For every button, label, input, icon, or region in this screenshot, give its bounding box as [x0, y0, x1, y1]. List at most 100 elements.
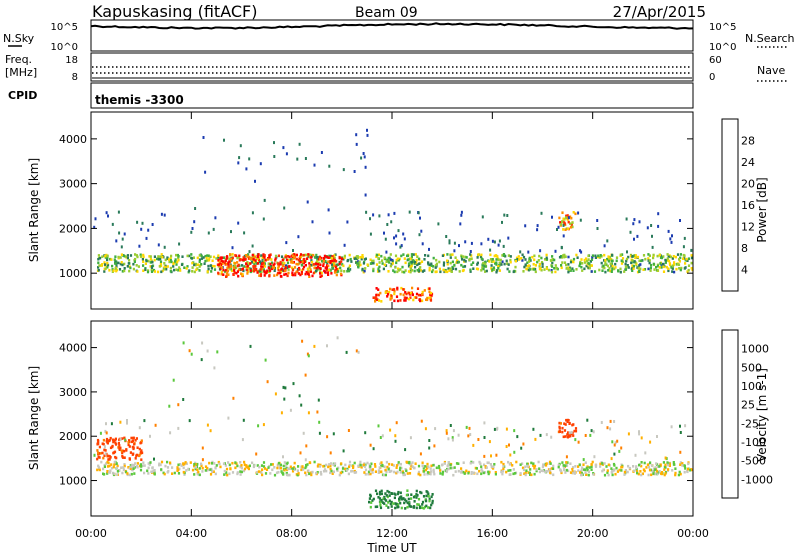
- radar-cell: [514, 259, 517, 263]
- radar-cell: [335, 267, 338, 271]
- radar-cell: [658, 266, 661, 269]
- radar-cell: [311, 220, 314, 224]
- radar-cell: [261, 473, 264, 477]
- radar-cell: [409, 505, 412, 508]
- colorbar-tick-label: 1000: [741, 343, 769, 356]
- radar-cell: [318, 255, 322, 259]
- radar-cell: [409, 291, 412, 295]
- radar-cell: [379, 501, 382, 504]
- radar-cell: [609, 262, 612, 265]
- radar-cell: [603, 473, 607, 477]
- radar-cell: [319, 257, 322, 261]
- velocity-ylabel: Slant Range [km]: [27, 366, 41, 470]
- radar-cell: [472, 461, 475, 464]
- radar-cell: [295, 270, 298, 274]
- radar-cell: [228, 463, 231, 467]
- radar-cell: [502, 467, 505, 471]
- radar-cell: [121, 451, 124, 455]
- radar-cell: [114, 437, 117, 441]
- radar-cell: [640, 259, 643, 263]
- radar-cell: [579, 262, 582, 265]
- radar-cell: [211, 469, 214, 473]
- radar-cell: [435, 258, 438, 262]
- radar-cell: [343, 270, 346, 273]
- radar-cell: [579, 249, 581, 253]
- radar-cell: [481, 470, 484, 473]
- radar-cell: [481, 215, 484, 219]
- radar-cell: [190, 257, 194, 260]
- radar-cell: [335, 273, 338, 277]
- radar-cell: [481, 265, 484, 268]
- radar-cell: [268, 254, 271, 257]
- radar-cell: [310, 471, 313, 474]
- radar-cell: [322, 465, 325, 468]
- radar-cell: [288, 473, 291, 477]
- radar-cell: [243, 231, 246, 235]
- radar-cell: [589, 433, 592, 437]
- radar-cell: [262, 461, 266, 464]
- radar-cell: [462, 255, 465, 258]
- radar-cell: [138, 447, 141, 451]
- radar-cell: [403, 299, 406, 302]
- radar-cell: [541, 262, 544, 266]
- radar-cell: [407, 497, 410, 501]
- radar-cell: [534, 437, 537, 441]
- radar-cell: [214, 472, 217, 476]
- radar-cell: [217, 460, 220, 464]
- radar-cell: [667, 468, 670, 471]
- beam-title: Beam 09: [355, 5, 418, 21]
- radar-cell: [236, 256, 239, 260]
- radar-cell: [428, 497, 431, 501]
- radar-cell: [102, 456, 105, 460]
- radar-cell: [570, 223, 573, 226]
- radar-cell: [613, 452, 616, 456]
- radar-cell: [609, 427, 612, 431]
- radar-cell: [483, 421, 486, 425]
- radar-cell: [628, 466, 631, 470]
- radar-cell: [580, 471, 583, 475]
- radar-cell: [647, 473, 650, 477]
- radar-cell: [584, 461, 587, 464]
- radar-cell: [237, 221, 240, 225]
- radar-cell: [572, 211, 575, 214]
- radar-cell: [497, 243, 500, 247]
- radar-cell: [225, 256, 228, 259]
- radar-cell: [328, 268, 331, 272]
- radar-cell: [144, 268, 147, 271]
- radar-cell: [375, 293, 378, 297]
- radar-cell: [468, 426, 471, 430]
- radar-cell: [223, 138, 225, 142]
- radar-cell: [495, 453, 498, 457]
- radar-cell: [394, 266, 397, 269]
- radar-cell: [451, 260, 454, 264]
- radar-cell: [413, 296, 416, 299]
- radar-cell: [428, 287, 431, 290]
- radar-cell: [642, 468, 645, 471]
- radar-cell: [573, 429, 576, 433]
- radar-cell: [604, 263, 607, 266]
- radar-cell: [620, 446, 623, 450]
- radar-cell: [134, 439, 137, 442]
- radar-cell: [393, 492, 396, 495]
- radar-cell: [140, 439, 143, 442]
- radar-cell: [483, 436, 486, 439]
- radar-cell: [304, 157, 307, 160]
- radar-cell: [193, 220, 196, 224]
- radar-cell: [260, 265, 263, 268]
- radar-cell: [249, 267, 252, 271]
- radar-cell: [523, 265, 526, 269]
- radar-cell: [573, 472, 576, 475]
- radar-cell: [261, 260, 264, 263]
- radar-cell: [353, 461, 356, 465]
- radar-cell: [237, 263, 240, 267]
- radar-cell: [390, 220, 393, 224]
- radar-cell: [636, 270, 640, 274]
- radar-cell: [450, 270, 453, 273]
- radar-cell: [283, 461, 286, 464]
- radar-cell: [233, 264, 237, 268]
- radar-cell: [379, 436, 382, 439]
- radar-cell: [679, 450, 682, 454]
- radar-cell: [116, 473, 119, 476]
- radar-cell: [535, 468, 538, 471]
- radar-cell: [316, 262, 320, 266]
